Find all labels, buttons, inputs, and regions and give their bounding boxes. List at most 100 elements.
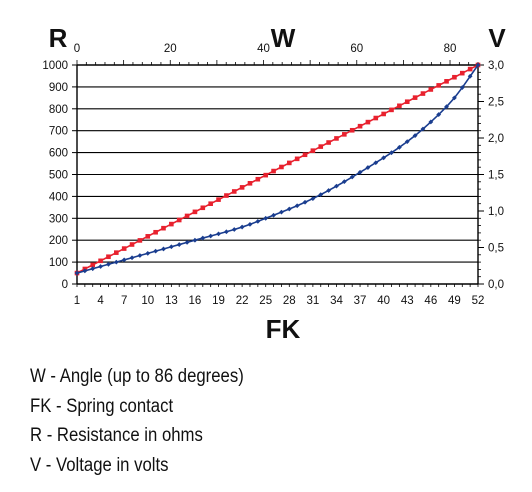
series-point bbox=[74, 270, 80, 276]
bottom-tick-label: 10 bbox=[141, 295, 154, 307]
right-axis-title: V bbox=[488, 23, 506, 53]
series-point bbox=[389, 107, 394, 113]
series-point bbox=[412, 133, 418, 138]
left-tick-label: 300 bbox=[49, 213, 68, 225]
series-point bbox=[239, 224, 245, 230]
series-point bbox=[334, 183, 339, 189]
series-point bbox=[216, 197, 221, 202]
series-point bbox=[137, 253, 143, 258]
series-point bbox=[412, 95, 418, 100]
bottom-tick-label: 43 bbox=[401, 295, 414, 307]
series-point bbox=[373, 115, 379, 121]
series-point bbox=[452, 95, 457, 101]
bottom-tick-label: 16 bbox=[189, 295, 202, 307]
series-point bbox=[381, 111, 386, 117]
series-point bbox=[302, 152, 308, 158]
legend: W - Angle (up to 86 degrees) FK - Spring… bbox=[30, 362, 273, 480]
bottom-tick-label: 37 bbox=[354, 295, 367, 307]
series-point bbox=[216, 231, 221, 237]
series-point bbox=[121, 257, 127, 263]
series-point bbox=[310, 196, 316, 201]
series-point bbox=[169, 221, 174, 227]
series-point bbox=[90, 262, 96, 268]
left-tick-label: 700 bbox=[49, 126, 68, 138]
legend-item-voltage: V - Voltage in volts bbox=[30, 454, 169, 476]
series-point bbox=[302, 199, 308, 205]
right-tick-label: 0,5 bbox=[488, 243, 504, 255]
series-point bbox=[428, 119, 434, 125]
series-point bbox=[334, 136, 339, 141]
series-point bbox=[129, 255, 135, 261]
series-point bbox=[247, 181, 253, 186]
series-point bbox=[294, 203, 300, 209]
left-tick-label: 900 bbox=[49, 82, 68, 94]
series-point bbox=[153, 229, 158, 235]
left-tick-label: 400 bbox=[49, 191, 68, 203]
series-point bbox=[176, 242, 182, 247]
series-point bbox=[381, 155, 387, 161]
top-tick-label: 0 bbox=[74, 43, 80, 55]
series-point bbox=[404, 139, 410, 145]
series-point bbox=[176, 217, 182, 223]
series-point bbox=[286, 206, 292, 212]
right-tick-label: 1,0 bbox=[488, 206, 504, 218]
series-point bbox=[82, 268, 88, 274]
top-tick-label: 80 bbox=[444, 43, 457, 55]
left-tick-label: 100 bbox=[49, 257, 68, 269]
series-point bbox=[90, 266, 96, 272]
series-point bbox=[208, 201, 213, 206]
series-point bbox=[239, 185, 245, 190]
ticks bbox=[72, 60, 484, 287]
series-point bbox=[263, 172, 269, 178]
series-point bbox=[389, 150, 394, 156]
legend-item-angle: W - Angle (up to 86 degrees) bbox=[30, 366, 244, 387]
left-tick-label: 200 bbox=[49, 235, 68, 247]
bottom-tick-label: 28 bbox=[283, 295, 296, 307]
bottom-tick-label: 19 bbox=[212, 295, 225, 307]
series-point bbox=[106, 254, 111, 260]
series-point bbox=[349, 174, 355, 180]
series-point bbox=[428, 87, 434, 92]
series-point bbox=[467, 73, 473, 79]
series-point bbox=[444, 104, 449, 110]
series-red bbox=[74, 62, 481, 276]
series-point bbox=[161, 225, 166, 231]
bottom-tick-label: 34 bbox=[330, 295, 343, 307]
series-point bbox=[255, 176, 261, 182]
bottom-axis-title: FK bbox=[266, 314, 301, 344]
top-tick-label: 60 bbox=[350, 43, 363, 55]
bottom-tick-label: 49 bbox=[448, 295, 461, 307]
left-tick-label: 0 bbox=[62, 279, 68, 291]
series-point bbox=[420, 126, 426, 132]
right-tick-label: 2,5 bbox=[488, 97, 504, 109]
left-tick-label: 500 bbox=[49, 170, 68, 182]
series-point bbox=[452, 74, 457, 80]
series-point bbox=[436, 112, 442, 117]
series-point bbox=[200, 205, 206, 211]
series-point bbox=[396, 144, 402, 150]
bottom-tick-label: 40 bbox=[377, 295, 390, 307]
series-point bbox=[192, 237, 198, 243]
left-tick-label: 600 bbox=[49, 148, 68, 160]
left-tick-label: 800 bbox=[49, 104, 68, 116]
series-point bbox=[145, 250, 151, 256]
series-blue bbox=[74, 62, 481, 276]
series-point bbox=[294, 156, 300, 162]
series-point bbox=[137, 238, 143, 243]
bottom-tick-label: 22 bbox=[236, 295, 249, 307]
series-point bbox=[326, 188, 332, 193]
series-point bbox=[184, 239, 190, 245]
series-point bbox=[223, 229, 229, 235]
series-point bbox=[184, 213, 190, 219]
legend-item-spring-contact: FK - Spring contact bbox=[30, 395, 174, 417]
bottom-tick-label: 1 bbox=[74, 295, 80, 307]
top-tick-label: 20 bbox=[164, 43, 177, 55]
legend-item-resistance: R - Resistance in ohms bbox=[30, 425, 203, 446]
series-point bbox=[161, 246, 166, 252]
series-point bbox=[168, 244, 174, 250]
series-point bbox=[145, 234, 151, 239]
series-point bbox=[357, 123, 363, 129]
right-tick-label: 3,0 bbox=[488, 60, 504, 72]
series-point bbox=[365, 165, 371, 170]
series-point bbox=[255, 218, 261, 224]
